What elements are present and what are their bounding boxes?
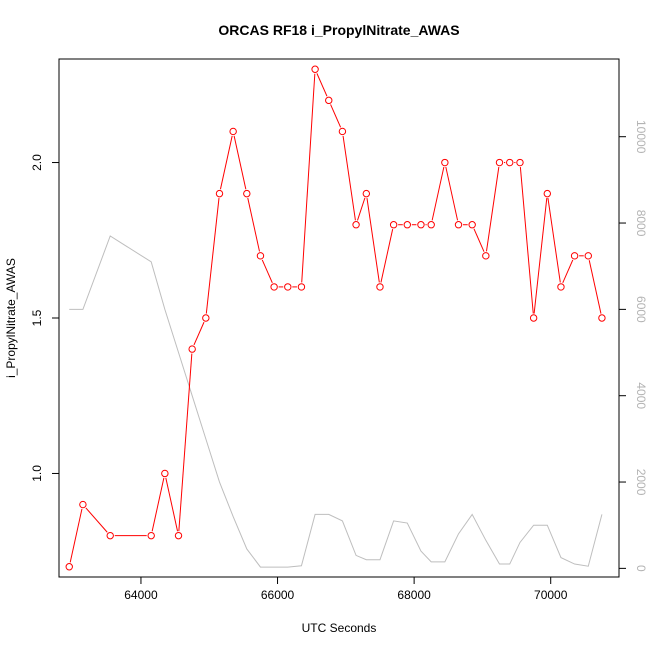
y-axis-right: 0 2000 4000 6000 8000 10000 xyxy=(618,120,648,572)
series-0-segment xyxy=(562,259,574,283)
series-0-point xyxy=(506,158,514,167)
series-0-point xyxy=(495,158,504,167)
x-axis: 64000 66000 68000 70000 xyxy=(124,576,568,602)
series-0-segment xyxy=(342,135,356,221)
series-0-segment xyxy=(485,166,500,252)
series-0-segment xyxy=(445,166,459,221)
series-0-segment xyxy=(193,321,205,346)
series-0-point xyxy=(516,158,524,167)
series-0-point xyxy=(65,563,73,571)
series-0-segment xyxy=(69,508,83,563)
plot-frame xyxy=(58,58,620,578)
series-0-segment xyxy=(151,477,165,532)
series-0-segment xyxy=(588,260,602,314)
chart-title: ORCAS RF18 i_PropylNitrate_AWAS xyxy=(218,22,459,38)
series-0-point xyxy=(570,252,579,260)
series-0-point xyxy=(352,221,360,229)
series-0-segment xyxy=(219,135,233,190)
series-0-segment xyxy=(247,197,260,252)
x-axis-label: UTC Seconds xyxy=(302,621,377,635)
series-0-segment xyxy=(330,104,342,128)
y-tick-label: 2.0 xyxy=(30,154,44,171)
y2-tick-label: 4000 xyxy=(634,382,648,409)
series-0-segment xyxy=(357,197,366,221)
series-0-point xyxy=(188,345,196,353)
series-0-point xyxy=(417,221,425,229)
x-tick-label: 66000 xyxy=(261,588,295,602)
series-0-point xyxy=(256,252,265,260)
series-0-point xyxy=(557,283,565,291)
series-0-point xyxy=(311,65,319,73)
series-0-point xyxy=(338,127,347,136)
series-0-segment xyxy=(261,259,273,283)
series-0-segment xyxy=(533,198,548,314)
series-0-segment xyxy=(233,135,247,190)
series-0-point xyxy=(427,221,435,229)
series-0-point xyxy=(584,252,592,260)
series-0-point xyxy=(202,314,210,322)
y-tick-label: 1.5 xyxy=(30,309,44,326)
y-axis-label: i_PropylNitrate_AWAS xyxy=(4,258,18,378)
series-0-point xyxy=(79,500,87,509)
series-0-segment xyxy=(519,166,534,314)
series-0-point xyxy=(270,283,278,291)
y2-tick-label: 10000 xyxy=(634,120,648,154)
series-left-group xyxy=(65,65,606,571)
series-0-segment xyxy=(178,353,193,532)
y-axis-left: 1.0 1.5 2.0 xyxy=(30,154,60,482)
series-0-point xyxy=(325,96,333,105)
y2-tick-label: 6000 xyxy=(634,296,648,323)
x-tick-label: 70000 xyxy=(534,588,568,602)
series-0-point xyxy=(376,283,384,291)
series-0-segment xyxy=(380,229,394,283)
series-0-segment xyxy=(431,166,445,221)
series-0-segment xyxy=(85,507,108,533)
series-0-point xyxy=(403,221,411,229)
series-0-point xyxy=(215,189,224,198)
series-0-segment xyxy=(366,198,380,283)
series-0-point xyxy=(389,221,398,229)
series-0-point xyxy=(284,283,292,291)
series-0-point xyxy=(243,189,251,198)
y2-tick-label: 8000 xyxy=(634,210,648,237)
series-0-point xyxy=(161,469,169,478)
series-0-point xyxy=(441,158,449,167)
x-tick-label: 64000 xyxy=(124,588,158,602)
series-0-segment xyxy=(205,198,220,314)
y2-tick-label: 2000 xyxy=(634,469,648,496)
x-tick-label: 68000 xyxy=(397,588,431,602)
series-0-point xyxy=(482,252,490,260)
series-right-group xyxy=(69,235,603,568)
series-0-segment xyxy=(316,73,328,97)
series-0-point xyxy=(174,531,183,540)
series-0-point xyxy=(297,283,306,291)
series-0-segment xyxy=(301,73,316,283)
series-0-point xyxy=(454,221,463,229)
series-0-point xyxy=(543,189,551,198)
series-0-point xyxy=(106,531,114,540)
series-1-line xyxy=(69,235,603,568)
series-0-point xyxy=(529,314,538,322)
y2-tick-label: 0 xyxy=(634,565,648,572)
series-0-point xyxy=(598,314,606,322)
series-0-segment xyxy=(547,198,561,283)
series-0-point xyxy=(362,189,371,198)
series-0-point xyxy=(229,127,237,136)
series-0-segment xyxy=(165,477,179,532)
series-0-point xyxy=(468,221,476,229)
series-0-segment xyxy=(473,228,485,252)
series-0-point xyxy=(147,531,155,540)
y-tick-label: 1.0 xyxy=(30,465,44,482)
